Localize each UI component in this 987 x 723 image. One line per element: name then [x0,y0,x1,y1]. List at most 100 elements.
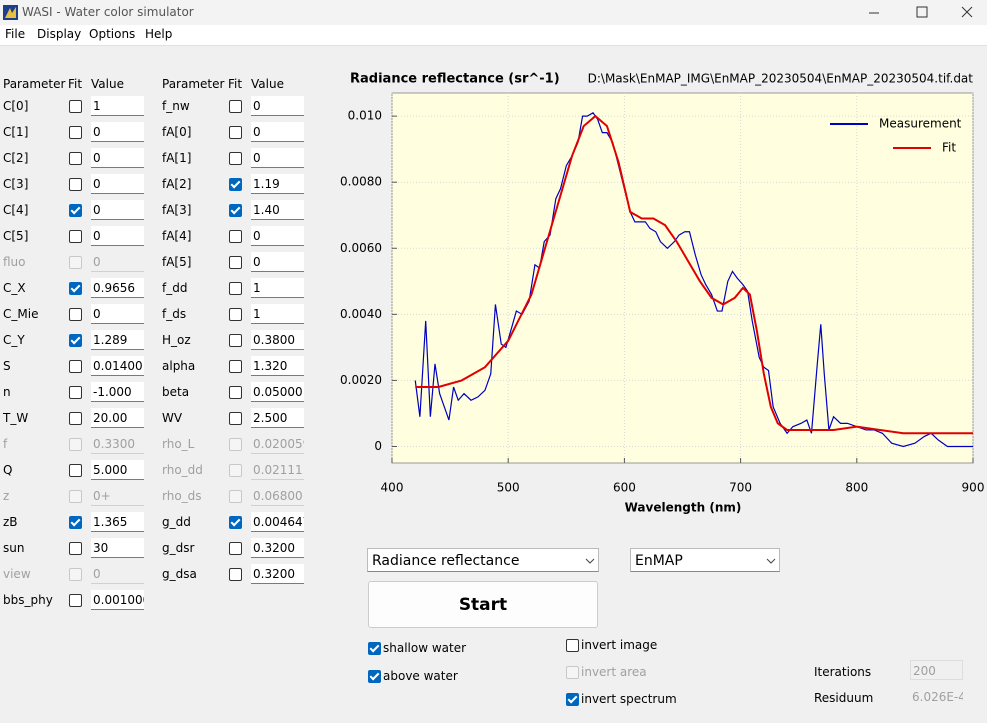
column-header: Fit [228,77,243,91]
parameter-name: C_Mie [3,307,39,321]
fit-checkbox [69,256,82,269]
fit-checkbox[interactable] [229,100,242,113]
parameter-name: fA[0] [162,125,192,139]
parameter-value[interactable]: 1.320 [251,356,304,376]
fit-checkbox[interactable] [69,594,82,607]
y-tick-label: 0 [374,439,382,453]
parameter-value: 0+ [91,486,144,506]
title-bar: WASI - Water color simulator [0,0,987,25]
fit-checkbox[interactable] [69,152,82,165]
x-tick-label: 400 [381,481,404,495]
fit-checkbox[interactable] [69,412,82,425]
fit-checkbox[interactable] [69,542,82,555]
parameter-name: view [3,567,31,581]
parameter-value[interactable]: 0.01400 [91,356,144,376]
fit-checkbox[interactable] [69,282,82,295]
menu-item[interactable]: File [5,27,26,41]
fit-checkbox[interactable] [229,516,242,529]
fit-checkbox[interactable] [229,308,242,321]
parameter-value[interactable]: 0 [251,252,304,272]
fit-checkbox[interactable] [229,386,242,399]
fit-checkbox[interactable] [229,360,242,373]
fit-checkbox[interactable] [229,412,242,425]
legend-label: Measurement [879,117,962,131]
fit-checkbox[interactable] [229,230,242,243]
fit-checkbox[interactable] [229,334,242,347]
fit-checkbox[interactable] [69,360,82,373]
fit-checkbox[interactable] [69,334,82,347]
parameter-name: fA[2] [162,177,192,191]
parameter-value[interactable]: 5.000 [91,460,144,480]
parameter-value[interactable]: 0 [251,96,304,116]
parameter-value[interactable]: 0 [91,148,144,168]
parameter-value[interactable]: 0 [91,226,144,246]
parameter-value[interactable]: 0 [251,226,304,246]
option-checkbox[interactable] [368,670,381,683]
parameter-name: T_W [3,411,29,425]
parameter-value[interactable]: 1.40 [251,200,304,220]
file-path: D:\Mask\EnMAP_IMG\EnMAP_20230504\EnMAP_2… [588,72,974,86]
column-header: Value [251,77,284,91]
fit-checkbox[interactable] [229,568,242,581]
option-label: invert area [581,665,647,679]
parameter-value[interactable]: -1.000 [91,382,144,402]
parameter-value[interactable]: 1 [251,304,304,324]
fit-checkbox[interactable] [69,516,82,529]
parameter-value[interactable]: 20.00 [91,408,144,428]
parameter-value[interactable]: 1.365 [91,512,144,532]
parameter-value[interactable]: 0 [91,200,144,220]
parameter-value[interactable]: 1 [251,278,304,298]
fit-checkbox[interactable] [69,204,82,217]
parameter-name: sun [3,541,25,555]
fit-checkbox[interactable] [69,178,82,191]
parameter-value[interactable]: 1.19 [251,174,304,194]
fit-checkbox[interactable] [229,282,242,295]
parameter-value[interactable]: 1 [91,96,144,116]
fit-checkbox[interactable] [229,126,242,139]
fit-checkbox[interactable] [69,230,82,243]
dropdown-arrow [766,558,776,564]
parameter-value[interactable]: 0.001000 [91,590,144,610]
window-controls[interactable] [860,0,987,25]
option-checkbox[interactable] [566,693,579,706]
fit-checkbox[interactable] [229,204,242,217]
fit-checkbox[interactable] [69,464,82,477]
mode-dropdown[interactable]: Radiance reflectance [367,548,599,572]
fit-checkbox[interactable] [229,256,242,269]
parameter-name: C[5] [3,229,29,243]
parameter-value[interactable]: 0.3200 [251,538,304,558]
parameter-value[interactable]: 30 [91,538,144,558]
fit-checkbox[interactable] [69,126,82,139]
option-checkbox[interactable] [368,642,381,655]
menu-item[interactable]: Help [145,27,173,41]
fit-checkbox[interactable] [69,386,82,399]
fit-checkbox[interactable] [69,308,82,321]
parameter-value[interactable]: 0 [91,174,144,194]
parameter-value: 0.020059 [251,434,304,454]
menu-item[interactable]: Display [37,27,82,41]
parameter-value[interactable]: 0 [251,122,304,142]
fit-checkbox[interactable] [69,100,82,113]
parameter-name: g_dsa [162,567,197,581]
parameter-value[interactable]: 1.289 [91,330,144,350]
fit-checkbox[interactable] [229,152,242,165]
parameter-value[interactable]: 0 [91,122,144,142]
menu-item[interactable]: Options [89,27,136,41]
data-line [414,112,973,448]
parameter-value[interactable]: 0 [91,304,144,324]
start-button[interactable]: Start [368,581,598,628]
parameter-value[interactable]: 0.3800 [251,330,304,350]
parameter-value[interactable]: 0.3200 [251,564,304,584]
fit-checkbox[interactable] [229,542,242,555]
parameter-value[interactable]: 0 [251,148,304,168]
parameter-value[interactable]: 2.500 [251,408,304,428]
parameter-value[interactable]: 0.9656 [91,278,144,298]
parameter-value[interactable]: 0.05000 [251,382,304,402]
parameter-value: 0.3300 [91,434,144,454]
option-checkbox[interactable] [566,639,579,652]
parameter-value[interactable]: 0.004647 [251,512,304,532]
parameter-value: 0.02111 [251,460,304,480]
fit-checkbox[interactable] [229,178,242,191]
sensor-dropdown[interactable]: EnMAP [630,548,780,572]
